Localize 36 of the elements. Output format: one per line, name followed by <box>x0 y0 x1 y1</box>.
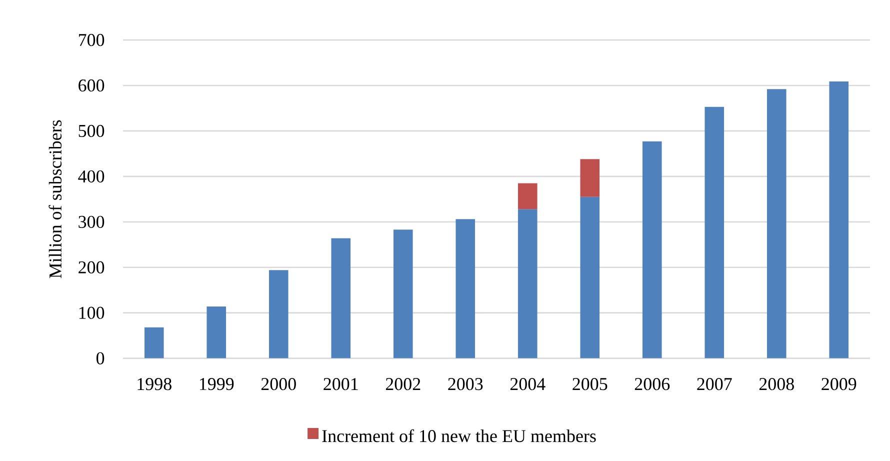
x-tick-label: 2000 <box>261 378 296 390</box>
x-tick-label: 2006 <box>634 378 670 390</box>
bar <box>331 238 351 358</box>
x-tick-label: 2009 <box>822 378 856 390</box>
x-tick-label: 2004 <box>510 378 546 390</box>
legend-label: Increment of 10 new the EU members <box>322 429 596 442</box>
x-tick-label: 2005 <box>572 378 608 390</box>
x-tick-label: 2003 <box>448 378 483 390</box>
bar <box>766 89 786 358</box>
bar <box>580 159 600 197</box>
bar <box>518 209 538 358</box>
bar <box>580 196 600 358</box>
y-tick-label: 500 <box>78 124 104 138</box>
y-tick-label: 400 <box>78 170 104 182</box>
y-tick-label: 200 <box>78 261 104 274</box>
y-tick-label: 600 <box>78 79 104 92</box>
bar <box>829 81 849 358</box>
bar <box>704 106 724 358</box>
bar <box>144 327 164 358</box>
y-tick-label: 700 <box>78 34 104 46</box>
x-tick-label: 1999 <box>200 378 234 390</box>
bar <box>206 306 226 358</box>
y-tick-label: 100 <box>79 306 104 319</box>
bar <box>518 183 538 210</box>
bar <box>393 230 413 358</box>
x-tick-label: 1998 <box>138 378 172 390</box>
bar <box>456 219 476 358</box>
y-axis-title: Million of subscribers <box>48 120 62 278</box>
x-tick-label: 2007 <box>697 378 732 390</box>
y-tick-label: 0 <box>96 352 104 364</box>
bar <box>642 141 662 358</box>
bar <box>268 270 288 358</box>
y-tick-label: 300 <box>78 216 104 228</box>
x-tick-label: 2001 <box>324 378 358 390</box>
x-tick-label: 2002 <box>386 378 420 390</box>
x-tick-label: 2008 <box>759 378 794 390</box>
